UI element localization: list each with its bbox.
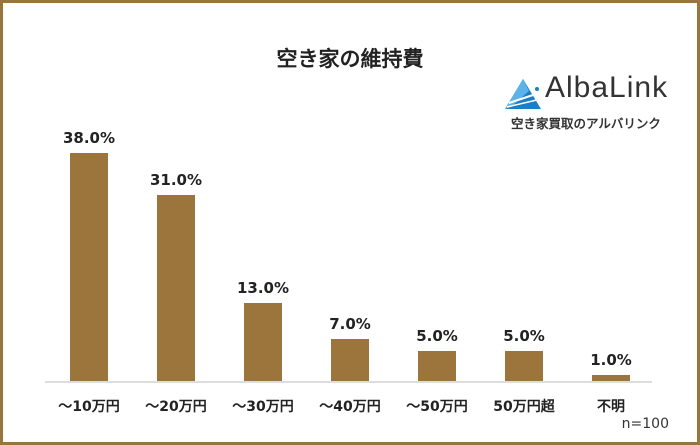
x-tick-label: ～20万円 [145, 399, 206, 415]
bar [418, 351, 456, 381]
data-label: 13.0% [237, 279, 289, 297]
chart-title: 空き家の維持費 [276, 47, 424, 71]
x-tick-label: ～30万円 [232, 399, 293, 415]
bar [331, 339, 369, 381]
data-label: 5.0% [503, 327, 545, 345]
bar [505, 351, 543, 381]
x-tick-label: ～10万円 [58, 399, 119, 415]
logo-triangle-icon [505, 79, 542, 109]
data-label: 7.0% [329, 315, 371, 333]
data-label: 31.0% [150, 171, 202, 189]
x-tick-label: ～40万円 [319, 399, 380, 415]
sample-size-note: n=100 [621, 416, 669, 432]
data-label: 1.0% [590, 351, 632, 369]
logo-tagline: 空き家買取のアルバリンク [511, 116, 661, 131]
bar [592, 375, 630, 381]
bar [157, 195, 195, 381]
bar [244, 303, 282, 381]
data-label: 38.0% [63, 129, 115, 147]
logo-wordmark: AlbaLink [545, 71, 669, 104]
x-tick-label: 不明 [597, 399, 625, 415]
data-label: 5.0% [416, 327, 458, 345]
x-tick-label: 50万円超 [493, 398, 555, 415]
x-tick-label: ～50万円 [406, 399, 467, 415]
albalink-logo: AlbaLink 空き家買取のアルバリンク [503, 71, 683, 135]
bar-chart: 38.0% ～10万円 31.0% ～20万円 13.0% ～30万円 7.0% ～40万円 5… [45, 129, 652, 415]
bar [70, 153, 108, 381]
